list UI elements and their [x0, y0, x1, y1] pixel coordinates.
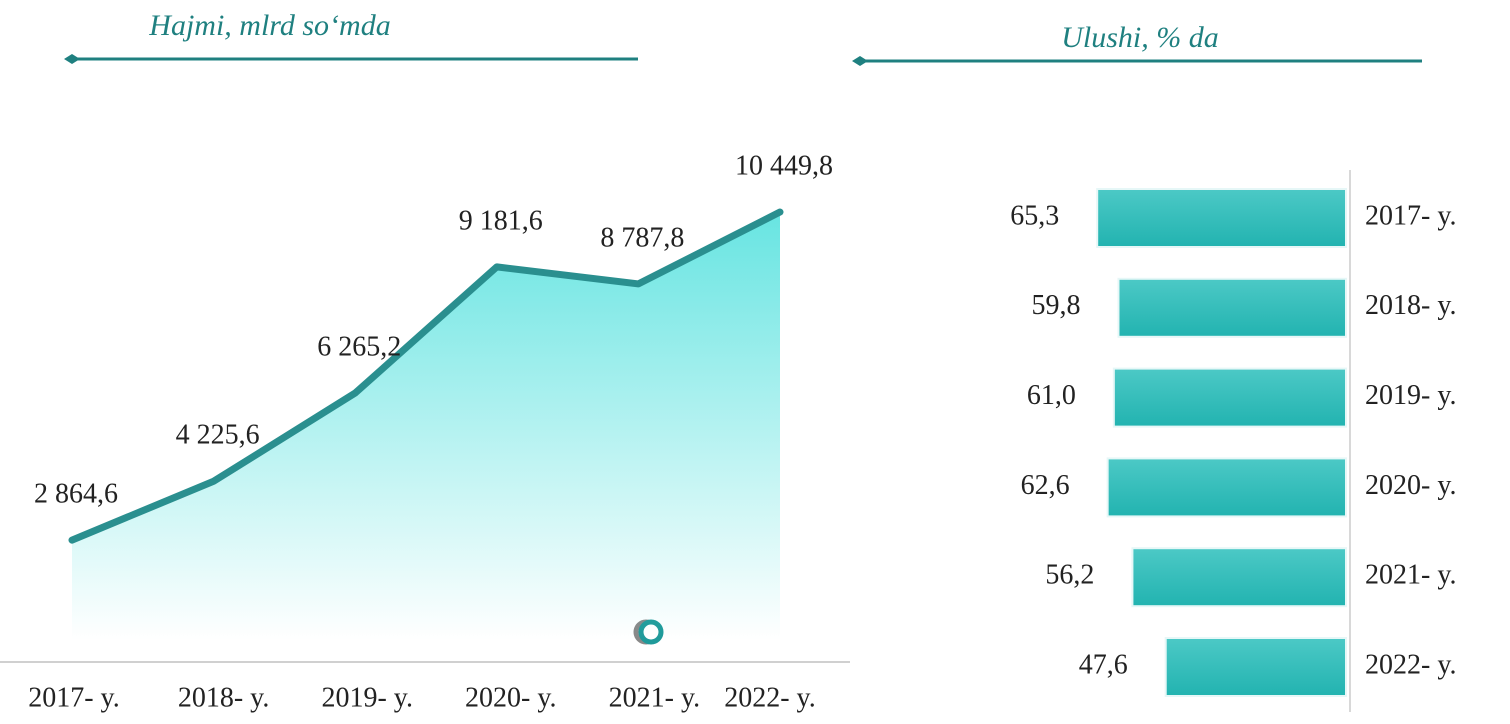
value-label: 59,8	[1031, 290, 1080, 321]
x-tick-label: 2018- y.	[178, 682, 270, 713]
chart-title: Hajmi, mlrd so‘mda	[148, 9, 390, 42]
title-diamond	[64, 54, 80, 64]
x-tick-label: 2020- y.	[465, 682, 557, 713]
y-tick-label: 2017- y.	[1365, 200, 1457, 231]
value-label: 4 225,6	[176, 420, 260, 451]
line	[68, 208, 784, 544]
bar	[1096, 188, 1347, 248]
x-tick-label: 2022- y.	[724, 682, 816, 713]
value-label: 65,3	[1010, 200, 1059, 231]
bar	[1106, 457, 1347, 518]
area	[72, 212, 780, 640]
bar	[1164, 637, 1347, 697]
value-label: 61,0	[1027, 380, 1076, 411]
y-tick-label: 2018- y.	[1365, 290, 1457, 321]
value-label: 8 787,8	[600, 222, 684, 253]
value-label: 62,6	[1021, 470, 1070, 501]
value-label: 10 449,8	[735, 150, 833, 181]
value-label: 6 265,2	[317, 331, 401, 362]
x-tick-label: 2019- y.	[321, 682, 413, 713]
y-tick-label: 2021- y.	[1365, 560, 1457, 591]
value-label: 47,6	[1079, 649, 1128, 680]
x-tick-label: 2017- y.	[28, 682, 120, 713]
y-tick-label: 2020- y.	[1365, 470, 1457, 501]
x-tick-label: 2021- y.	[609, 682, 701, 713]
value-label: 2 864,6	[34, 479, 118, 510]
y-tick-label: 2022- y.	[1365, 649, 1457, 680]
y-tick-label: 2019- y.	[1365, 380, 1457, 411]
value-label: 9 181,6	[459, 205, 543, 236]
value-label: 56,2	[1045, 560, 1094, 591]
bar	[1117, 277, 1347, 338]
title-diamond	[852, 56, 868, 66]
chart-title: Ulushi, % da	[1061, 21, 1219, 54]
bar	[1112, 367, 1348, 428]
bar	[1131, 547, 1347, 608]
